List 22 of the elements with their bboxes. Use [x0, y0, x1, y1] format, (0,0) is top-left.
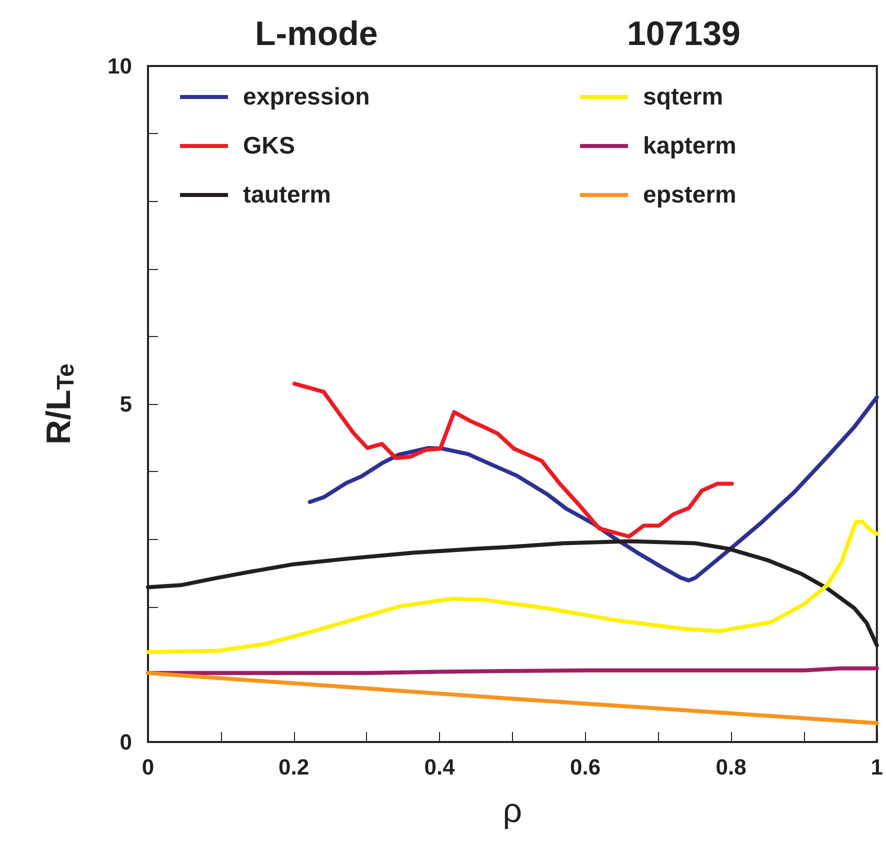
x-tick-label: 0.6 [570, 754, 601, 780]
legend-label: expression [243, 84, 370, 110]
line-series [146, 520, 879, 654]
x-axis-title: ρ [502, 792, 522, 830]
y-axis-title: R/LTe [40, 364, 80, 445]
legend-label: kapterm [643, 132, 736, 160]
x-tick-label: 0 [142, 754, 154, 780]
legend-label: epsterm [643, 182, 736, 208]
x-tick-label: 0.2 [278, 754, 310, 780]
chart-title: L-mode [255, 15, 378, 53]
y-tick-label: 5 [120, 392, 132, 416]
y-tick-label: 10 [108, 54, 132, 78]
line-series [308, 395, 879, 582]
x-tick-label: 0.4 [424, 754, 456, 780]
line-series [292, 382, 734, 538]
legend-label: tauterm [243, 182, 332, 208]
x-tick-label: 1 [870, 754, 884, 780]
x-tick-label: 0.8 [716, 754, 746, 780]
y-tick-label: 0 [120, 730, 132, 754]
legend-label: GKS [243, 132, 296, 160]
chart-subtitle: 107139 [627, 15, 740, 53]
legend-label: sqterm [643, 84, 724, 110]
